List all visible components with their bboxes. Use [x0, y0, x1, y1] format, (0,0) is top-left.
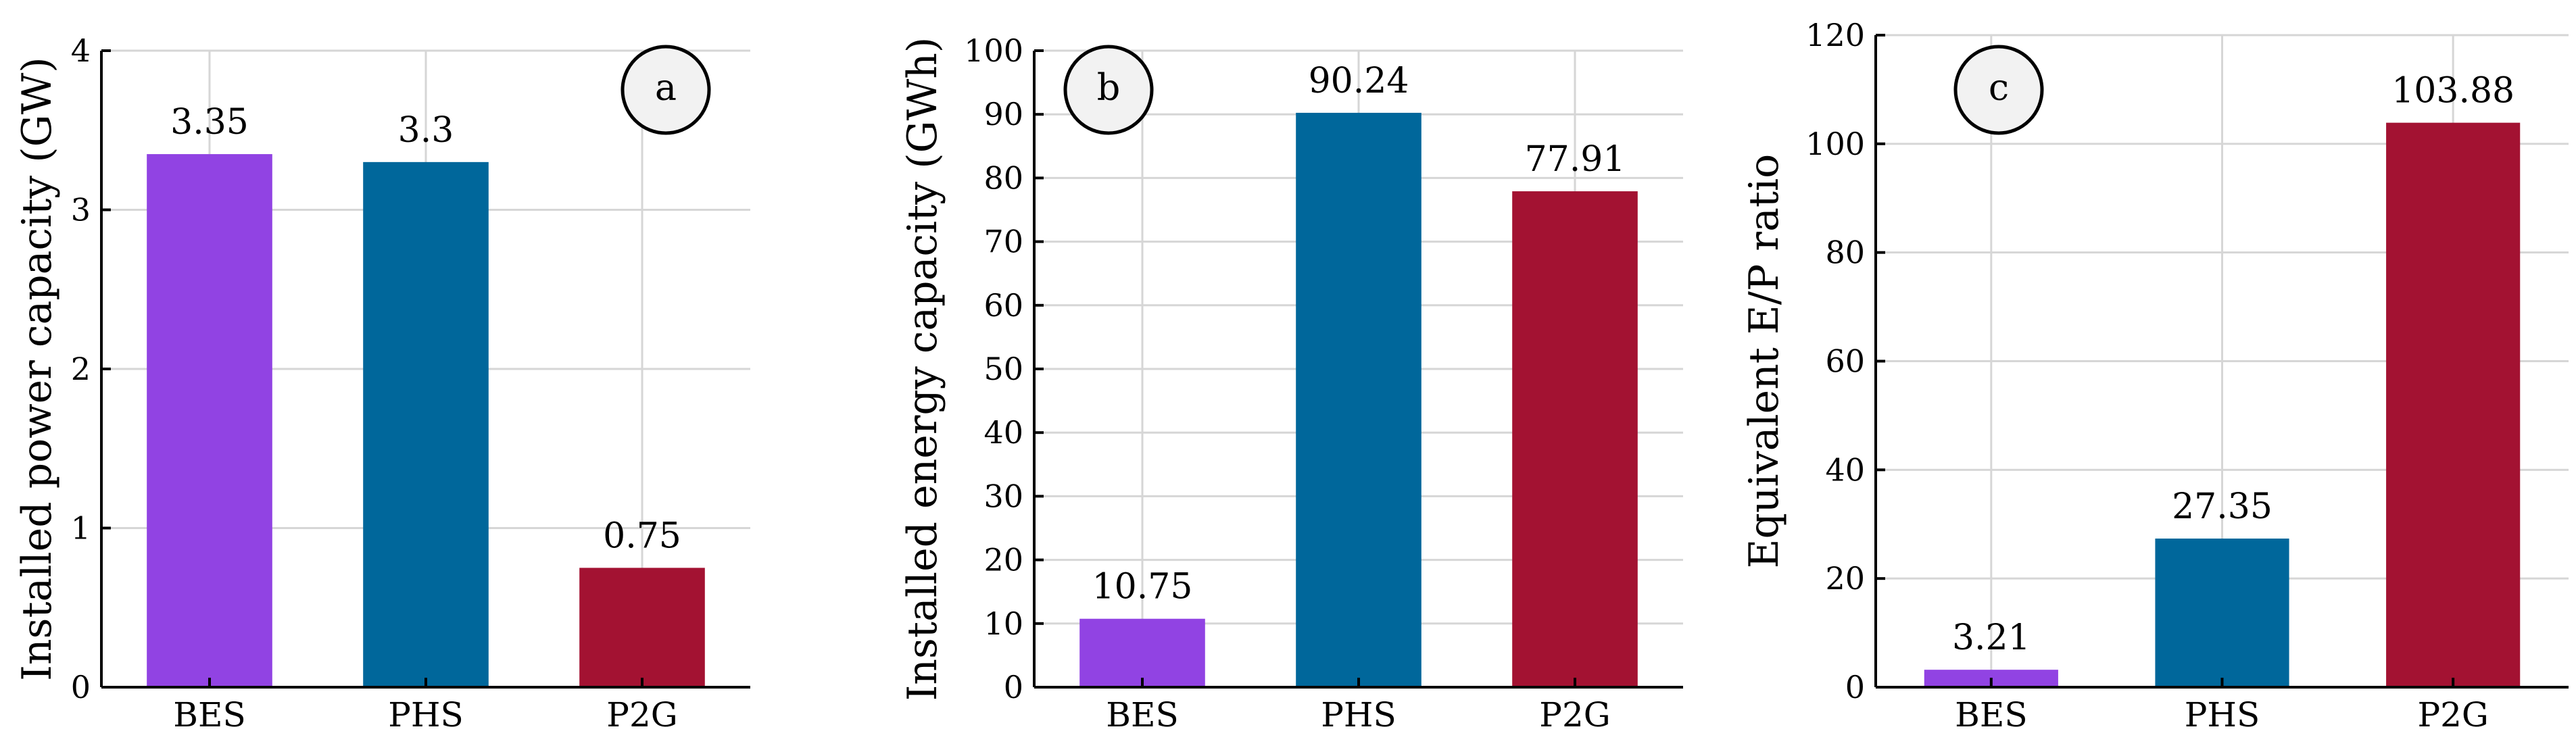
- panel-c-y-tick-label-40: 40: [1825, 451, 1865, 488]
- panel-b-bar-bes: [1079, 618, 1205, 687]
- panel-a-x-tick-label-p2g: P2G: [606, 695, 677, 734]
- panel-a: 0 1 2 3 4 BES PHS P2G 3.35 3.3 0.75 Installed po…: [14, 32, 750, 734]
- panel-c-letter-badge: c: [1953, 45, 2044, 135]
- panel-b: 0 10 20 30 40 50 60 70 80 90 100 BES PHS P2G 10.75 90…: [899, 32, 1683, 734]
- panel-b-y-tick-label-90: 90: [983, 96, 1023, 132]
- panel-b-x-tick-label-phs: PHS: [1321, 695, 1396, 734]
- panel-c-bar-phs: [2155, 539, 2289, 687]
- panel-a-letter-badge: a: [621, 45, 711, 135]
- panel-b-y-axis-label: Installed energy capacity (GWh): [899, 37, 946, 701]
- panel-b-bars: [1079, 112, 1638, 688]
- panel-a-letter: a: [655, 66, 677, 109]
- panel-a-bar-p2g: [579, 568, 705, 687]
- panel-b-bar-phs: [1296, 112, 1421, 687]
- panel-c-letter: c: [1989, 66, 2009, 109]
- panel-a-x-tick-label-bes: BES: [173, 695, 246, 734]
- panel-c-x-ticks: BES PHS P2G: [1955, 695, 2489, 734]
- panel-b-letter-circle: [1063, 45, 1154, 135]
- panel-a-data-label-bes: 3.35: [170, 102, 249, 143]
- panel-c-bar-p2g: [2386, 122, 2521, 688]
- panel-b-letter-badge: b: [1063, 45, 1154, 135]
- panel-b-y-tick-label-30: 30: [983, 478, 1023, 514]
- panel-c-y-ticks: 0 20 40 60 80 100 120: [1805, 17, 2455, 705]
- panel-b-data-label-p2g: 77.91: [1525, 139, 1626, 180]
- panel-c-data-label-bes: 3.21: [1952, 618, 2031, 658]
- panel-a-data-labels: 3.35 3.3 0.75: [170, 102, 681, 556]
- panel-c-y-tick-label-60: 60: [1825, 343, 1865, 380]
- panel-a-y-tick-label-4: 4: [71, 32, 91, 69]
- panel-b-data-label-phs: 90.24: [1309, 61, 1409, 101]
- panel-b-y-tick-label-50: 50: [983, 351, 1023, 387]
- panel-b-y-tick-label-70: 70: [983, 224, 1023, 260]
- panel-b-x-tick-label-p2g: P2G: [1539, 695, 1610, 734]
- panel-c-y-tick-label-20: 20: [1825, 560, 1865, 597]
- panel-a-y-tick-label-2: 2: [71, 351, 91, 387]
- panel-c-y-tick-label-80: 80: [1825, 234, 1865, 271]
- panel-b-y-tick-label-40: 40: [983, 414, 1023, 451]
- panel-c-x-tick-label-phs: PHS: [2185, 695, 2260, 734]
- panel-b-y-tick-label-0: 0: [1004, 669, 1023, 705]
- panel-c-y-tick-label-0: 0: [1845, 669, 1865, 705]
- panel-b-y-tick-label-100: 100: [964, 32, 1023, 69]
- panel-a-x-ticks: BES PHS P2G: [173, 695, 677, 734]
- panel-b-bar-p2g: [1512, 191, 1638, 688]
- panel-b-y-tick-label-60: 60: [983, 287, 1023, 324]
- panel-a-bar-phs: [363, 161, 489, 688]
- panel-c-x-tick-label-p2g: P2G: [2417, 695, 2488, 734]
- panel-b-x-tick-label-bes: BES: [1106, 695, 1179, 734]
- panel-c-data-label-p2g: 103.88: [2391, 71, 2514, 111]
- panel-b-y-tick-label-20: 20: [983, 542, 1023, 578]
- panel-a-bar-bes: [147, 154, 272, 687]
- panel-b-data-label-bes: 10.75: [1092, 567, 1193, 607]
- panel-c-data-label-phs: 27.35: [2172, 487, 2273, 527]
- panel-a-data-label-phs: 3.3: [398, 110, 454, 151]
- panel-a-y-axis-label: Installed power capacity (GW): [14, 57, 61, 680]
- panel-a-letter-circle: [621, 45, 711, 135]
- panel-b-x-ticks: BES PHS P2G: [1106, 695, 1610, 734]
- panel-b-y-tick-label-10: 10: [983, 605, 1023, 642]
- panel-a-y-tick-label-3: 3: [71, 192, 91, 228]
- panel-b-y-ticks: 0 10 20 30 40 50 60 70 80 90 100: [964, 32, 1576, 705]
- panel-a-y-ticks: 0 1 2 3 4: [71, 32, 643, 705]
- panel-c-y-tick-label-100: 100: [1805, 126, 1865, 162]
- panel-a-data-label-p2g: 0.75: [603, 516, 681, 556]
- panel-c-letter-circle: [1953, 45, 2044, 135]
- panel-a-y-tick-label-0: 0: [71, 669, 91, 705]
- panel-a-x-tick-label-phs: PHS: [388, 695, 464, 734]
- panel-c-y-axis-label: Equivalent E/P ratio: [1741, 154, 1788, 569]
- panel-a-bars: [147, 154, 705, 688]
- panel-b-y-tick-label-80: 80: [983, 159, 1023, 196]
- panel-a-y-tick-label-1: 1: [71, 510, 91, 547]
- panel-c-y-tick-label-120: 120: [1805, 17, 1865, 53]
- panel-c: 0 20 40 60 80 100 120 BES PHS P2G 3.21 27.35 103.8…: [1741, 17, 2569, 734]
- panel-b-letter: b: [1097, 66, 1121, 109]
- panel-b-data-labels: 10.75 90.24 77.91: [1092, 61, 1626, 607]
- panel-c-x-tick-label-bes: BES: [1955, 695, 2028, 734]
- panel-c-data-labels: 3.21 27.35 103.88: [1952, 71, 2514, 659]
